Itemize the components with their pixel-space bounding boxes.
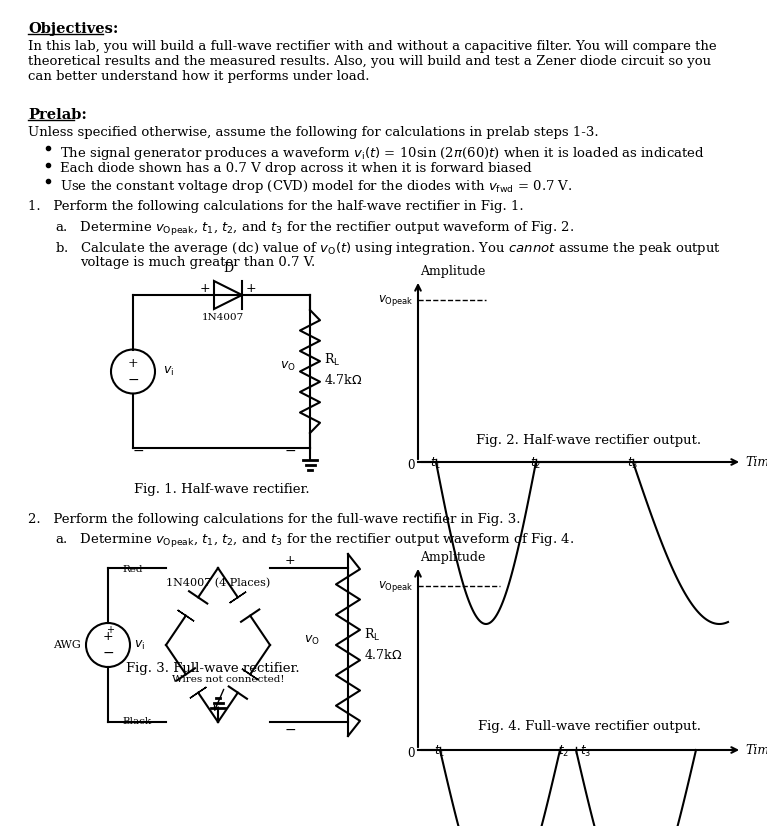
Text: $t_3$: $t_3$ bbox=[581, 744, 591, 759]
Text: Black: Black bbox=[122, 717, 151, 726]
Text: a.   Determine $v_{\mathrm{Opeak}}$, $t_1$, $t_2$, and $t_3$ for the rectifier o: a. Determine $v_{\mathrm{Opeak}}$, $t_1$… bbox=[55, 220, 574, 238]
Polygon shape bbox=[242, 669, 258, 680]
Text: $v_{\mathrm{i}}$: $v_{\mathrm{i}}$ bbox=[134, 638, 145, 652]
Text: D: D bbox=[223, 262, 233, 275]
Text: Amplitude: Amplitude bbox=[420, 551, 486, 564]
Text: R$_\mathrm{L}$: R$_\mathrm{L}$ bbox=[364, 627, 380, 643]
Text: $t_1$: $t_1$ bbox=[434, 744, 446, 759]
Text: R$_\mathrm{L}$: R$_\mathrm{L}$ bbox=[324, 351, 341, 368]
Text: Fig. 4. Full-wave rectifier output.: Fig. 4. Full-wave rectifier output. bbox=[478, 720, 700, 733]
Text: 1N4007: 1N4007 bbox=[202, 313, 244, 322]
Text: 1N4007 (4 Places): 1N4007 (4 Places) bbox=[166, 577, 270, 588]
Text: $t_1$: $t_1$ bbox=[430, 456, 442, 471]
Text: Fig. 3. Full-wave rectifier.: Fig. 3. Full-wave rectifier. bbox=[127, 662, 300, 675]
Text: 0: 0 bbox=[407, 459, 415, 472]
Text: a.   Determine $v_{\mathrm{Opeak}}$, $t_1$, $t_2$, and $t_3$ for the rectifier o: a. Determine $v_{\mathrm{Opeak}}$, $t_1$… bbox=[55, 532, 574, 550]
Text: Each diode shown has a 0.7 V drop across it when it is forward biased: Each diode shown has a 0.7 V drop across… bbox=[60, 162, 532, 175]
Text: −: − bbox=[285, 444, 296, 458]
Text: Wires not connected!: Wires not connected! bbox=[172, 675, 285, 710]
Text: −: − bbox=[285, 723, 296, 737]
Text: Prelab:: Prelab: bbox=[28, 108, 87, 122]
Text: Fig. 2. Half-wave rectifier output.: Fig. 2. Half-wave rectifier output. bbox=[476, 434, 702, 447]
Text: Time: Time bbox=[745, 743, 767, 757]
Text: 4.7k$\Omega$: 4.7k$\Omega$ bbox=[364, 648, 403, 662]
Text: Amplitude: Amplitude bbox=[420, 265, 486, 278]
Text: −: − bbox=[132, 444, 144, 458]
Text: AWG: AWG bbox=[53, 640, 81, 650]
Text: $v_{\mathrm{O}}$: $v_{\mathrm{O}}$ bbox=[304, 634, 320, 647]
Polygon shape bbox=[178, 610, 194, 621]
Text: −: − bbox=[127, 373, 139, 387]
Polygon shape bbox=[190, 687, 206, 698]
Text: $v_{\mathrm{Opeak}}$: $v_{\mathrm{Opeak}}$ bbox=[378, 578, 414, 594]
Text: $v_{\mathrm{i}}$: $v_{\mathrm{i}}$ bbox=[163, 365, 174, 378]
Text: 0: 0 bbox=[407, 747, 415, 760]
Text: Unless specified otherwise, assume the following for calculations in prelab step: Unless specified otherwise, assume the f… bbox=[28, 126, 598, 139]
Text: $t_2$: $t_2$ bbox=[558, 744, 570, 759]
Text: +: + bbox=[106, 625, 114, 635]
Text: Red: Red bbox=[122, 565, 143, 574]
Polygon shape bbox=[229, 592, 246, 603]
Text: +: + bbox=[199, 282, 210, 296]
Text: voltage is much greater than 0.7 V.: voltage is much greater than 0.7 V. bbox=[80, 256, 315, 269]
Text: Objectives:: Objectives: bbox=[28, 22, 118, 36]
Text: −: − bbox=[102, 646, 114, 660]
Text: +: + bbox=[103, 630, 114, 643]
Text: 4.7k$\Omega$: 4.7k$\Omega$ bbox=[324, 373, 363, 387]
Text: +: + bbox=[127, 357, 138, 370]
Text: 1.   Perform the following calculations for the half-wave rectifier in Fig. 1.: 1. Perform the following calculations fo… bbox=[28, 200, 524, 213]
Text: 2.   Perform the following calculations for the full-wave rectifier in Fig. 3.: 2. Perform the following calculations fo… bbox=[28, 513, 521, 526]
Text: Fig. 1. Half-wave rectifier.: Fig. 1. Half-wave rectifier. bbox=[133, 483, 309, 496]
Text: $v_{\mathrm{O}}$: $v_{\mathrm{O}}$ bbox=[280, 360, 296, 373]
Text: The signal generator produces a waveform $v_{\mathrm{i}}(t)$ = 10sin (2$\pi$(60): The signal generator produces a waveform… bbox=[60, 145, 705, 162]
Text: Use the constant voltage drop (CVD) model for the diodes with $v_{\mathrm{fwd}}$: Use the constant voltage drop (CVD) mode… bbox=[60, 178, 572, 195]
Text: $t_2$: $t_2$ bbox=[531, 456, 542, 471]
Text: b.   Calculate the average (dc) value of $v_{\mathrm{O}}(t)$ using integration. : b. Calculate the average (dc) value of $… bbox=[55, 240, 721, 257]
Text: $t_3$: $t_3$ bbox=[627, 456, 639, 471]
Text: Time: Time bbox=[745, 455, 767, 468]
Text: In this lab, you will build a full-wave rectifier with and without a capacitive : In this lab, you will build a full-wave … bbox=[28, 40, 716, 83]
Text: $v_{\mathrm{Opeak}}$: $v_{\mathrm{Opeak}}$ bbox=[378, 292, 414, 307]
Text: +: + bbox=[245, 282, 256, 296]
Text: +: + bbox=[285, 553, 295, 567]
